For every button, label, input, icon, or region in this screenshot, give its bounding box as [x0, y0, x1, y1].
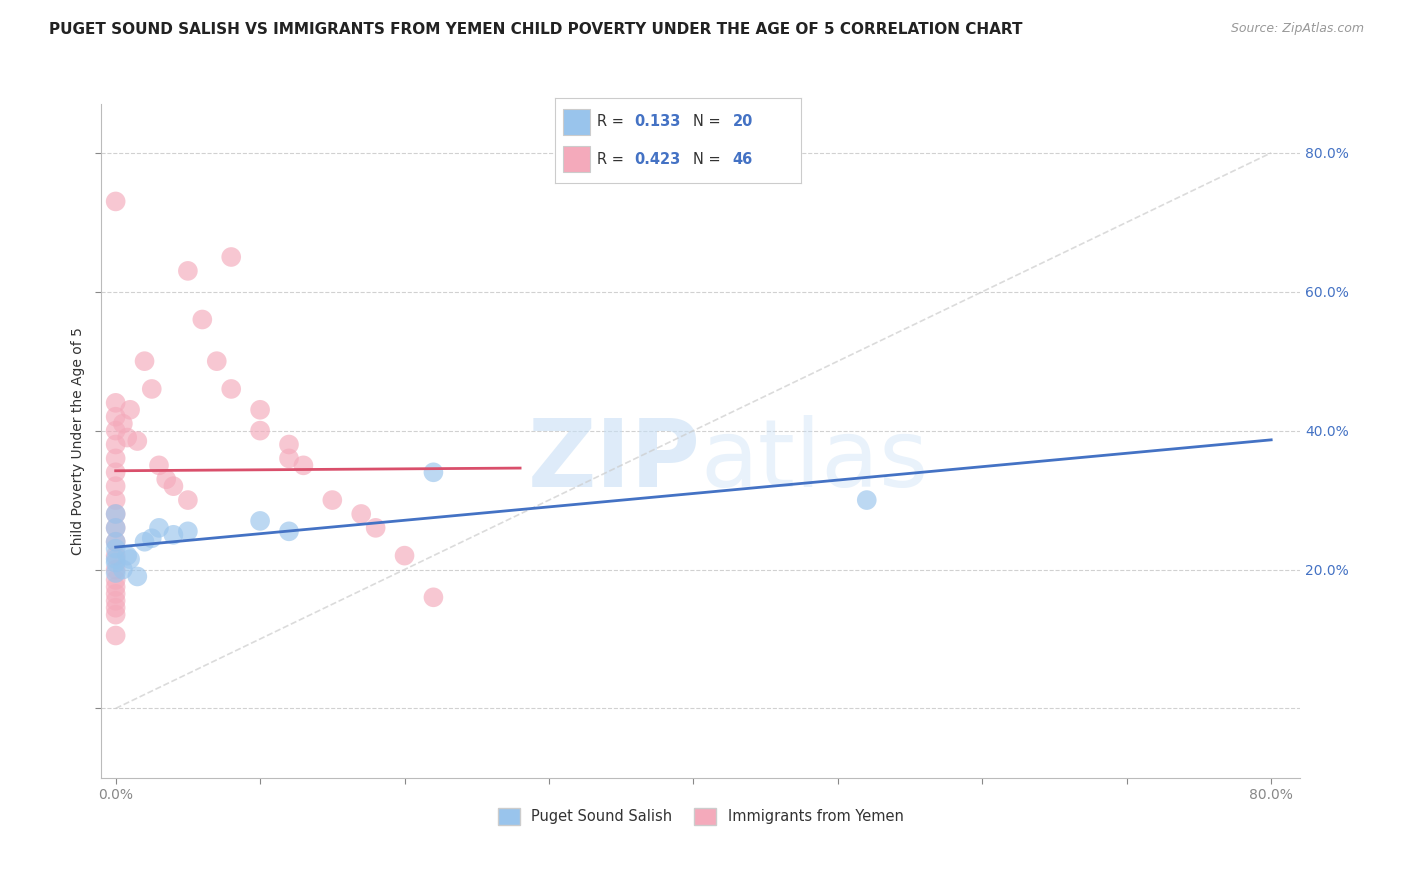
Point: [162, 528, 184, 542]
Point: [104, 600, 127, 615]
Point: [104, 507, 127, 521]
Point: [162, 479, 184, 493]
Text: 46: 46: [733, 152, 752, 167]
Point: [111, 562, 134, 576]
Point: [134, 354, 156, 368]
Text: 20: 20: [733, 114, 752, 129]
Point: [141, 382, 163, 396]
Text: 0.133: 0.133: [634, 114, 681, 129]
Point: [104, 534, 127, 549]
Point: [104, 424, 127, 438]
Point: [104, 549, 127, 563]
Point: [104, 479, 127, 493]
Point: [422, 465, 444, 479]
Legend: Puget Sound Salish, Immigrants from Yemen: Puget Sound Salish, Immigrants from Yeme…: [492, 802, 910, 831]
Point: [278, 451, 301, 466]
Point: [115, 549, 138, 563]
Text: 0.423: 0.423: [634, 152, 681, 167]
Point: [394, 549, 416, 563]
Point: [104, 451, 127, 466]
Point: [191, 312, 214, 326]
Point: [134, 534, 156, 549]
Text: R =: R =: [598, 152, 628, 167]
Point: [104, 534, 127, 549]
Point: [104, 580, 127, 594]
Point: [177, 493, 200, 508]
Text: N =: N =: [693, 152, 725, 167]
Text: N =: N =: [693, 114, 725, 129]
Point: [120, 552, 142, 566]
Point: [148, 521, 170, 535]
Point: [205, 354, 228, 368]
Point: [104, 465, 127, 479]
Point: [104, 556, 127, 570]
Point: [104, 521, 127, 535]
Point: [104, 552, 127, 566]
Point: [127, 434, 149, 448]
Text: Source: ZipAtlas.com: Source: ZipAtlas.com: [1230, 22, 1364, 36]
Point: [104, 194, 127, 209]
Point: [249, 402, 271, 417]
Point: [115, 431, 138, 445]
Point: [104, 541, 127, 556]
Point: [104, 607, 127, 622]
Point: [104, 409, 127, 424]
Point: [148, 458, 170, 473]
Point: [219, 250, 242, 264]
Text: PUGET SOUND SALISH VS IMMIGRANTS FROM YEMEN CHILD POVERTY UNDER THE AGE OF 5 COR: PUGET SOUND SALISH VS IMMIGRANTS FROM YE…: [49, 22, 1022, 37]
Point: [104, 562, 127, 576]
Point: [350, 507, 373, 521]
Text: atlas: atlas: [700, 416, 929, 508]
Point: [104, 587, 127, 601]
Point: [104, 396, 127, 410]
Point: [120, 402, 142, 417]
Point: [278, 437, 301, 451]
Y-axis label: Child Poverty Under the Age of 5: Child Poverty Under the Age of 5: [72, 327, 86, 555]
Point: [278, 524, 301, 539]
Point: [364, 521, 387, 535]
Text: R =: R =: [598, 114, 628, 129]
Point: [155, 472, 177, 486]
Point: [292, 458, 315, 473]
Point: [855, 493, 877, 508]
Point: [141, 531, 163, 545]
Point: [104, 594, 127, 608]
FancyBboxPatch shape: [562, 109, 591, 135]
Point: [249, 514, 271, 528]
Text: ZIP: ZIP: [527, 416, 700, 508]
Point: [104, 437, 127, 451]
Point: [104, 573, 127, 587]
Point: [104, 628, 127, 642]
Point: [111, 417, 134, 431]
Point: [127, 569, 149, 583]
Point: [422, 591, 444, 605]
Point: [104, 566, 127, 580]
Point: [249, 424, 271, 438]
FancyBboxPatch shape: [562, 146, 591, 172]
Point: [104, 507, 127, 521]
Point: [219, 382, 242, 396]
Point: [321, 493, 343, 508]
Point: [104, 521, 127, 535]
Point: [177, 524, 200, 539]
Point: [177, 264, 200, 278]
Point: [104, 493, 127, 508]
